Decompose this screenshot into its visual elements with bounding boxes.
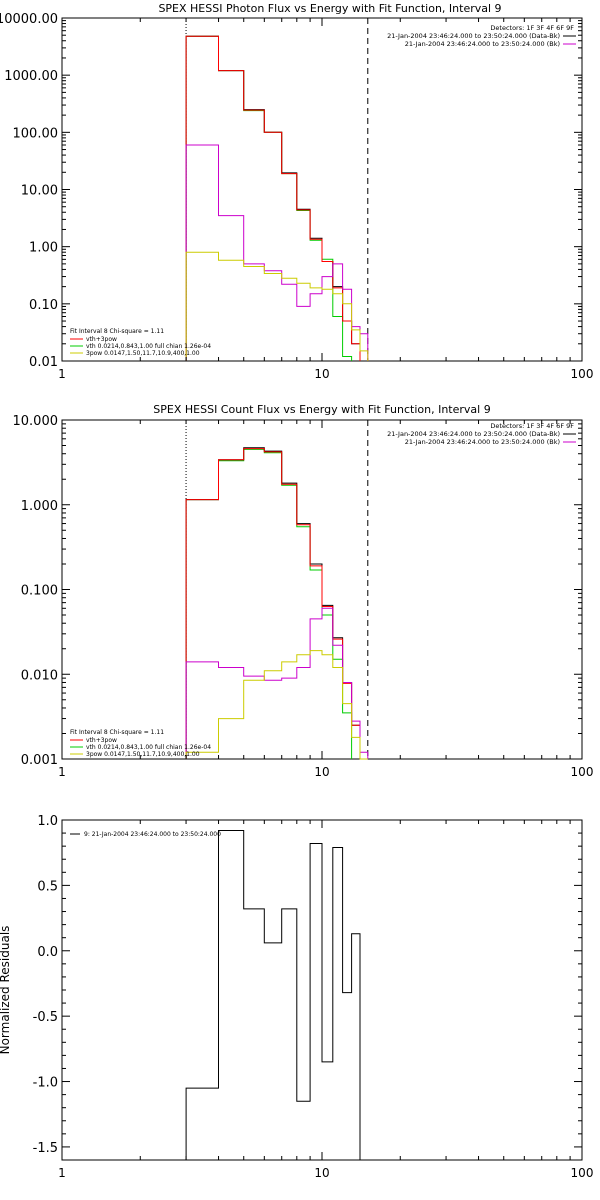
photon-flux-info-bk-interval: 21-Jan-2004 23:46:24.000 to 23:50:24.000… bbox=[405, 40, 560, 48]
photon-flux-y-tick-label: 10.00 bbox=[21, 184, 58, 199]
photon-flux-y-tick-label: 0.01 bbox=[29, 355, 58, 370]
residuals-y-tick-label: -1.0 bbox=[33, 1076, 58, 1091]
count-flux-y-tick-label: 1.000 bbox=[21, 499, 58, 514]
residuals-y-tick-label: 0.0 bbox=[37, 945, 58, 960]
count-flux-y-tick-label: 0.001 bbox=[21, 753, 58, 768]
photon-flux-fit-total-label: vth+3pow bbox=[86, 336, 117, 343]
residuals-panel: Normalized Residuals 9: 21-Jan-2004 23:4… bbox=[0, 814, 593, 1180]
photon-flux-y-tick-label: 1.00 bbox=[29, 241, 58, 256]
residuals-y-tick-label: 1.0 bbox=[37, 814, 58, 829]
photon-flux-series-yellow bbox=[185, 251, 369, 361]
photon-flux-x-tick-label: 1 bbox=[58, 367, 66, 381]
count-flux-info-bk-interval: 21-Jan-2004 23:46:24.000 to 23:50:24.000… bbox=[405, 438, 560, 446]
photon-flux-plot-frame bbox=[61, 17, 583, 362]
count-flux-series-green bbox=[185, 448, 353, 759]
residuals-histogram bbox=[185, 830, 361, 1160]
photon-flux-marks bbox=[185, 18, 369, 361]
photon-flux-info-data-interval: 21-Jan-2004 23:46:24.000 to 23:50:24.000… bbox=[387, 32, 560, 40]
photon-flux-y-tick-label: 0.10 bbox=[29, 298, 58, 313]
count-flux-series-black bbox=[185, 447, 361, 759]
count-flux-fit-thermal-label: vth 0.0214,0.843,1.00 full chian 1.26e-0… bbox=[86, 744, 211, 751]
photon-flux-series-red bbox=[185, 35, 361, 361]
residuals-x-tick-label: 10 bbox=[314, 1166, 329, 1180]
count-flux-x-tick-label: 10 bbox=[314, 765, 329, 779]
count-flux-series-red bbox=[185, 448, 361, 759]
photon-flux-y-tick-label: 10000.00 bbox=[0, 12, 58, 27]
photon-flux-x-tick-label: 10 bbox=[314, 367, 329, 381]
count-flux-y-tick-label: 0.100 bbox=[21, 584, 58, 599]
count-flux-fit-total-label: vth+3pow bbox=[86, 737, 117, 744]
residuals-y-tick-label: 0.5 bbox=[37, 879, 58, 894]
photon-flux-series-black bbox=[185, 35, 361, 361]
count-flux-title: SPEX HESSI Count Flux vs Energy with Fit… bbox=[153, 403, 490, 416]
count-flux-x-tick-label: 100 bbox=[571, 765, 594, 779]
count-flux-info-box: Detectors: 1F 3F 4F 6F 9F 21-Jan-2004 23… bbox=[387, 422, 576, 446]
residuals-y-tick-label: -0.5 bbox=[33, 1010, 58, 1025]
photon-flux-series-green bbox=[185, 35, 353, 361]
residuals-x-tick-label: 100 bbox=[571, 1166, 594, 1180]
count-flux-y-tick-label: 10.000 bbox=[13, 414, 59, 429]
count-flux-fit-interval: Fit Interval 8 Chi-square = 1.11 bbox=[70, 729, 164, 736]
count-flux-info-data-interval: 21-Jan-2004 23:46:24.000 to 23:50:24.000… bbox=[387, 430, 560, 438]
residuals-marks bbox=[185, 830, 361, 1160]
count-flux-fit-legend: Fit Interval 8 Chi-square = 1.11 vth+3po… bbox=[70, 729, 211, 758]
count-flux-panel: SPEX HESSI Count Flux vs Energy with Fit… bbox=[13, 403, 594, 779]
count-flux-fit-powerlaw-label: 3pow 0.0147,1.50,11.7,10.9,400,1.00 bbox=[86, 751, 200, 758]
residuals-x-tick-label: 1 bbox=[58, 1166, 66, 1180]
photon-flux-info-detectors: Detectors: 1F 3F 4F 6F 9F bbox=[490, 24, 574, 32]
photon-flux-title: SPEX HESSI Photon Flux vs Energy with Fi… bbox=[158, 2, 501, 15]
count-flux-info-detectors: Detectors: 1F 3F 4F 6F 9F bbox=[490, 422, 574, 430]
count-flux-series-magenta bbox=[185, 607, 369, 759]
photon-flux-panel: SPEX HESSI Photon Flux vs Energy with Fi… bbox=[0, 2, 593, 381]
residuals-y-axis-label: Normalized Residuals bbox=[0, 926, 12, 1055]
count-flux-x-tick-label: 1 bbox=[58, 765, 66, 779]
photon-flux-y-tick-label: 1000.00 bbox=[4, 69, 58, 84]
photon-flux-fit-powerlaw-label: 3pow 0.0147,1.50,11.7,10.9,400,1.00 bbox=[86, 350, 200, 357]
photon-flux-x-tick-label: 100 bbox=[571, 367, 594, 381]
residuals-legend: 9: 21-Jan-2004 23:46:24.000 to 23:50:24.… bbox=[84, 831, 221, 838]
photon-flux-info-box: Detectors: 1F 3F 4F 6F 9F 21-Jan-2004 23… bbox=[387, 24, 576, 48]
photon-flux-fit-legend: Fit Interval 8 Chi-square = 1.11 vth+3po… bbox=[70, 328, 211, 357]
photon-flux-fit-interval: Fit Interval 8 Chi-square = 1.11 bbox=[70, 328, 164, 335]
count-flux-marks bbox=[185, 420, 369, 760]
photon-flux-fit-thermal-label: vth 0.0214,0.843,1.00 full chian 1.26e-0… bbox=[86, 343, 211, 350]
count-flux-series-yellow bbox=[185, 650, 368, 760]
photon-flux-y-tick-label: 100.00 bbox=[13, 126, 59, 141]
residuals-y-tick-label: -1.5 bbox=[33, 1141, 58, 1156]
count-flux-y-tick-label: 0.010 bbox=[21, 668, 58, 683]
photon-flux-series-magenta bbox=[185, 144, 369, 361]
